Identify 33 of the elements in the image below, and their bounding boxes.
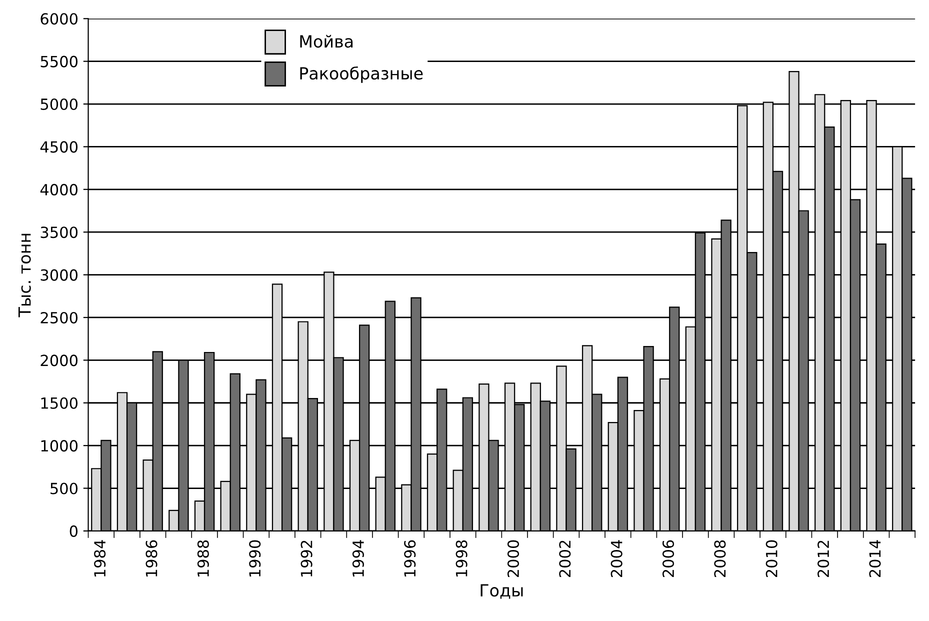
y-tick-label: 5000 xyxy=(40,98,78,110)
y-tick-label: 3500 xyxy=(40,226,78,238)
x-tick-label: 2004 xyxy=(610,540,622,578)
x-tick-label: 1994 xyxy=(352,540,364,576)
y-tick-label: 6000 xyxy=(40,13,78,25)
x-tick-label: 1986 xyxy=(146,540,158,576)
y-tick-label: 5500 xyxy=(40,56,78,68)
y-tick-label: 0 xyxy=(70,525,78,537)
x-tick-label: 2012 xyxy=(818,540,830,578)
y-tick-label: 4000 xyxy=(40,184,78,196)
x-tick-label: 2008 xyxy=(714,540,726,578)
y-axis-title: Тыс. тонн xyxy=(18,234,31,318)
y-tick-label: 1500 xyxy=(41,397,78,409)
x-axis-title: Годы xyxy=(480,584,523,599)
x-tick-label: 1990 xyxy=(249,540,261,576)
x-tick-label: 1992 xyxy=(300,540,312,576)
x-tick-label: 2000 xyxy=(507,540,520,578)
x-tick-label: 2010 xyxy=(766,540,778,578)
x-tick-label: 1996 xyxy=(404,540,416,576)
y-tick-label: 3000 xyxy=(40,269,78,281)
x-tick-label: 1998 xyxy=(456,540,468,576)
x-tick-label: 2006 xyxy=(662,540,674,578)
y-tick-label: 2500 xyxy=(40,312,78,324)
legend-label: Ракообразные xyxy=(300,66,423,83)
x-tick-label: 1984 xyxy=(94,540,106,576)
y-tick-label: 2000 xyxy=(40,354,78,366)
x-tick-label: 2002 xyxy=(559,540,571,578)
y-tick-label: 1000 xyxy=(41,440,78,452)
legend-label: Мойва xyxy=(300,34,353,48)
x-tick-label: 1988 xyxy=(197,540,209,576)
x-tick-label: 2014 xyxy=(869,540,881,578)
y-tick-label: 4500 xyxy=(40,141,78,153)
y-tick-label: 500 xyxy=(50,482,78,494)
